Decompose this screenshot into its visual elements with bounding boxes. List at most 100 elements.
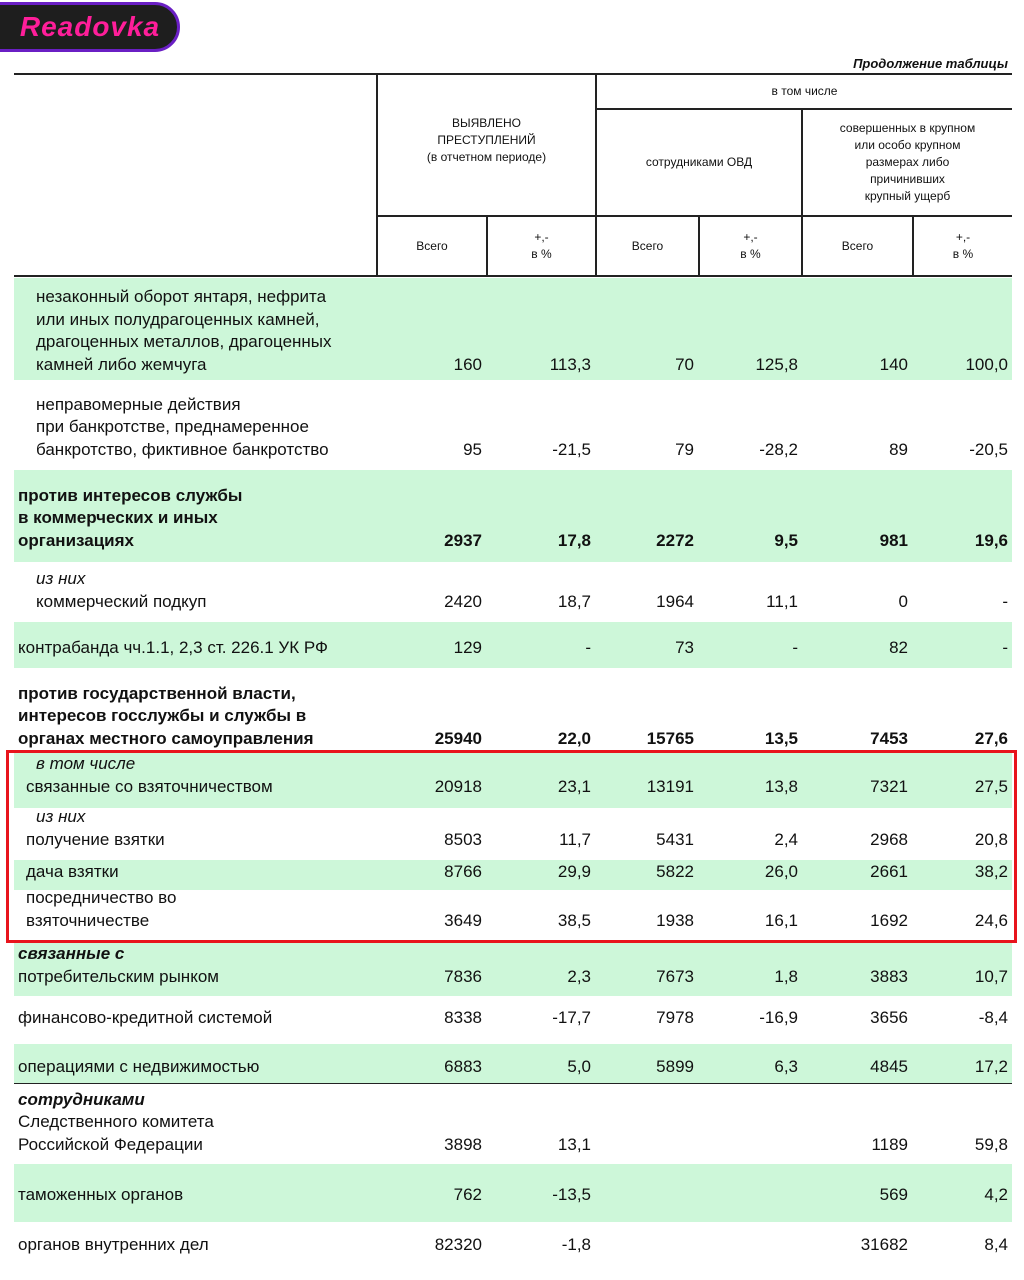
- row-label-line: контрабанда чч.1.1, 2,3 ст. 226.1 УК РФ: [18, 637, 328, 657]
- cell-total: 129: [453, 638, 482, 657]
- cell-total: 569: [879, 1185, 908, 1204]
- cell-total: 15765: [646, 729, 694, 748]
- logo-text: Readovka: [19, 11, 161, 42]
- row-label: связанные с потребительским рынком: [14, 943, 376, 988]
- cell-change-pct: -13,5: [552, 1185, 591, 1204]
- cell-total: 3649: [444, 911, 482, 930]
- row-label-line: Российской Федерации: [18, 1134, 203, 1154]
- cell-total: 8503: [444, 830, 482, 849]
- cell-change-pct: 38,2: [974, 862, 1008, 881]
- cell-change-pct: -: [1002, 592, 1008, 611]
- cell-change-pct: -1,8: [561, 1235, 591, 1254]
- row-label: против интересов службы в коммерческих и …: [14, 485, 376, 553]
- cell-total: 4845: [870, 1057, 908, 1076]
- cell-total: 5431: [656, 830, 694, 849]
- cell-change-pct: -16,9: [759, 1008, 798, 1027]
- header-text: +,-: [534, 230, 549, 244]
- cell-total: 2968: [870, 830, 908, 849]
- cell-change-pct: 113,3: [549, 355, 591, 374]
- row-label-line: неправомерные действия: [36, 394, 241, 414]
- header-text: или особо крупном: [854, 138, 961, 152]
- cell-change-pct: 17,2: [974, 1057, 1008, 1076]
- header-ovd: сотрудниками ОВД: [645, 155, 753, 169]
- cell-change-pct: 8,4: [984, 1235, 1008, 1254]
- cell-total: 8766: [444, 862, 482, 881]
- row-label: из них получение взятки: [14, 806, 376, 851]
- row-label: из них коммерческий подкуп: [14, 568, 376, 613]
- row-label-line: незаконный оборот янтаря, нефрита: [36, 287, 327, 306]
- cell-total: 2937: [444, 531, 482, 550]
- cell-change-pct: 125,8: [755, 355, 798, 374]
- row-label-line: против государственной власти,: [18, 683, 296, 703]
- table-row: из них получение взятки 8503 11,7 5431 2,4 296…: [14, 806, 1012, 860]
- table-row: в том числе связанные со взяточничеством 2…: [14, 750, 1012, 808]
- cell-total: 7673: [656, 967, 694, 986]
- row-label-line: камней либо жемчуга: [36, 354, 207, 374]
- cell-change-pct: -28,2: [759, 440, 798, 459]
- row-label-line: против интересов службы: [18, 485, 243, 505]
- header-large-damage: совершенных в крупном или особо крупном …: [803, 110, 1012, 215]
- row-label-line: организациях: [18, 530, 134, 550]
- cell-change-pct: -: [585, 638, 591, 657]
- cell-total: 3883: [870, 967, 908, 986]
- header-text: совершенных в крупном: [839, 121, 976, 135]
- row-label-line: таможенных органов: [18, 1184, 184, 1204]
- row-label: против государственной власти, интересов …: [14, 683, 376, 751]
- cell-change-pct: 2,4: [774, 830, 798, 849]
- cell-total: 79: [675, 440, 694, 459]
- row-label: операциями с недвижимостью: [14, 1056, 376, 1079]
- cell-change-pct: 5,0: [567, 1057, 591, 1076]
- cell-total: 1964: [656, 592, 694, 611]
- cell-change-pct: 22,0: [557, 729, 591, 748]
- cell-change-pct: 24,6: [974, 911, 1008, 930]
- row-label-line: потребительским рынком: [18, 966, 219, 986]
- row-label-line: Следственного комитета: [18, 1112, 214, 1131]
- cell-total: 73: [675, 638, 694, 657]
- cell-change-pct: 59,8: [974, 1135, 1008, 1154]
- cell-total: 1189: [871, 1135, 908, 1154]
- cell-change-pct: 23,1: [557, 777, 591, 796]
- header-text: ПРЕСТУПЛЕНИЙ: [437, 132, 536, 147]
- cell-total: 7453: [870, 729, 908, 748]
- cell-change-pct: 19,6: [974, 531, 1008, 550]
- row-label: незаконный оборот янтаря, нефрита или ины…: [14, 286, 376, 376]
- cell-change-pct: 10,7: [974, 967, 1008, 986]
- row-label-line: в том числе: [36, 754, 136, 773]
- cell-change-pct: 1,8: [774, 967, 798, 986]
- cell-total: 7836: [444, 967, 482, 986]
- cell-total: 0: [898, 592, 908, 611]
- table-row: незаконный оборот янтаря, нефрита или ины…: [14, 278, 1012, 380]
- cell-total: 5899: [656, 1057, 694, 1076]
- table-row: органов внутренних дел 82320 -1,8 31682 8,4: [14, 1222, 1012, 1270]
- cell-total: 8338: [444, 1008, 482, 1027]
- row-label-line: из них: [36, 807, 86, 826]
- row-label-line: органов внутренних дел: [18, 1234, 209, 1254]
- cell-change-pct: 13,1: [557, 1135, 591, 1154]
- row-label: дача взятки: [14, 861, 376, 884]
- cell-change-pct: 9,5: [774, 531, 798, 550]
- cell-total: 31682: [860, 1235, 908, 1254]
- table-row: таможенных органов 762 -13,5 569 4,2: [14, 1164, 1012, 1222]
- table-row: из них коммерческий подкуп 2420 18,7 1964 11,…: [14, 562, 1012, 622]
- cell-total: 25940: [434, 729, 482, 748]
- header-total: Всего: [631, 238, 664, 253]
- table-row: финансово-кредитной системой 8338 -17,7 797…: [14, 996, 1012, 1044]
- header-text: ВЫЯВЛЕНО: [451, 115, 522, 130]
- cell-total: 1692: [870, 911, 908, 930]
- cell-total: 2661: [870, 862, 908, 881]
- cell-total: 70: [675, 355, 694, 374]
- header-text: +,-: [955, 230, 971, 244]
- header-text: крупный ущерб: [864, 189, 951, 203]
- row-label-line: органах местного самоуправления: [18, 728, 314, 748]
- table-row: против государственной власти, интересов …: [14, 668, 1012, 750]
- cell-total: 3898: [444, 1135, 482, 1154]
- row-label: органов внутренних дел: [14, 1234, 376, 1257]
- cell-change-pct: 27,6: [974, 729, 1008, 748]
- row-label: неправомерные действия при банкротстве, п…: [14, 394, 376, 462]
- row-label-line: в коммерческих и иных: [18, 508, 218, 527]
- header-detected-crimes: ВЫЯВЛЕНО ПРЕСТУПЛЕНИЙ (в отчетном период…: [378, 110, 595, 170]
- cell-change-pct: -: [1002, 638, 1008, 657]
- row-label-line: из них: [36, 569, 86, 588]
- row-label-line: связанные со взяточничеством: [26, 776, 273, 796]
- cell-total: 13191: [646, 777, 694, 796]
